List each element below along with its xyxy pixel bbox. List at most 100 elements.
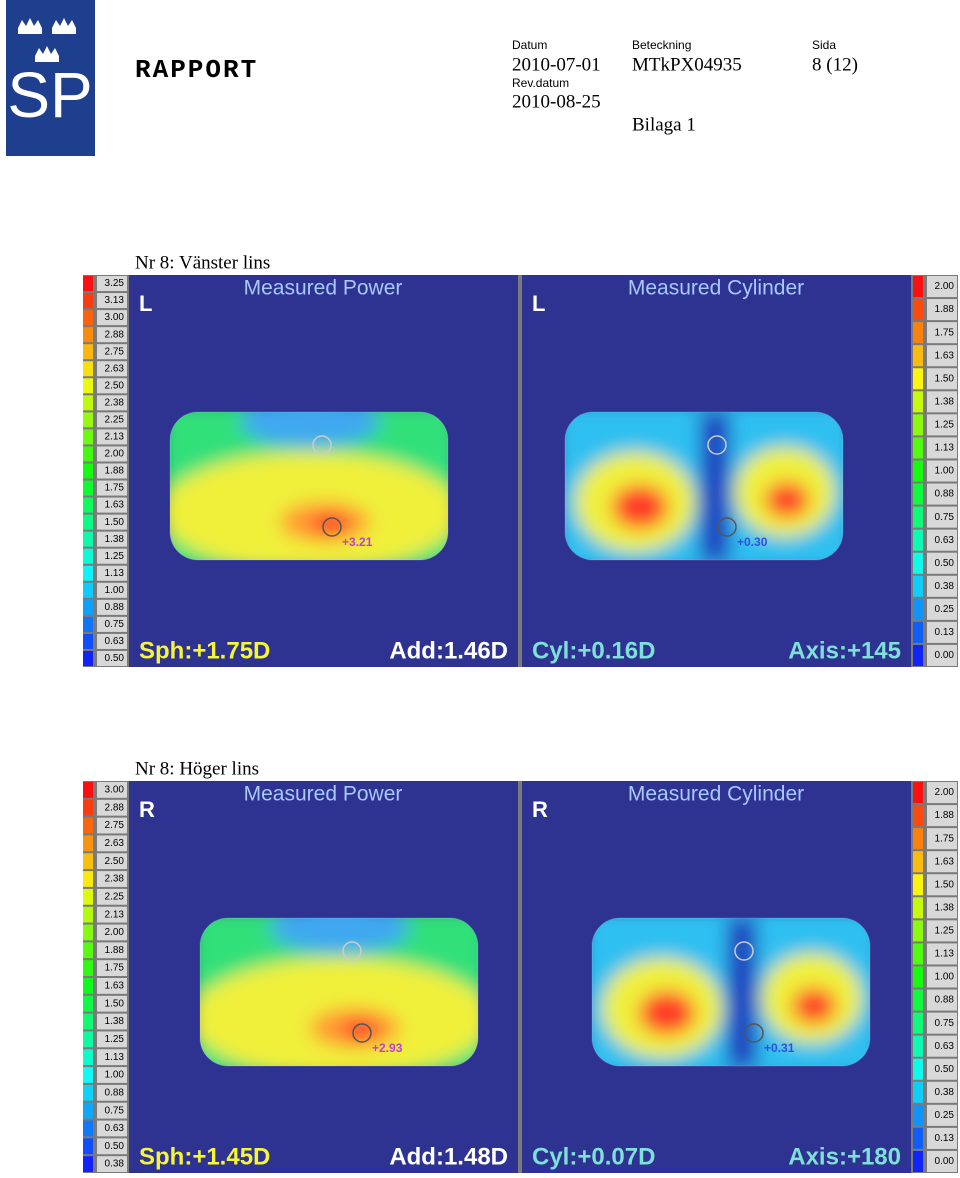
scale-swatch xyxy=(913,529,923,551)
scale-box xyxy=(97,1138,127,1155)
scale-label: 1.50 xyxy=(105,517,125,528)
scale-swatch xyxy=(913,1035,923,1057)
scale-swatch xyxy=(913,299,923,321)
lens-outline xyxy=(591,917,871,1067)
scale-box xyxy=(97,293,127,309)
bilaga: Bilaga 1 xyxy=(632,114,696,135)
scale-label: 2.50 xyxy=(105,380,125,391)
scale-label: 0.88 xyxy=(935,995,955,1006)
scale-swatch xyxy=(83,599,93,615)
scale-swatch xyxy=(83,835,93,852)
scale-box xyxy=(97,633,127,649)
scale-box xyxy=(97,906,127,923)
scale-box xyxy=(97,412,127,428)
scale-swatch xyxy=(83,1138,93,1155)
reference-circle xyxy=(734,941,754,961)
scale-box xyxy=(97,942,127,959)
scale-label: 1.25 xyxy=(935,420,955,431)
scale-label: 0.88 xyxy=(105,1087,125,1098)
zone xyxy=(612,485,668,529)
scale-swatch xyxy=(913,1012,923,1034)
scale-box xyxy=(927,345,957,367)
scale-swatch xyxy=(83,548,93,564)
scale-box xyxy=(927,1104,957,1126)
scale-label: 2.63 xyxy=(105,363,125,374)
scale-swatch xyxy=(83,799,93,816)
left-reading: Cyl:+0.16D xyxy=(532,637,655,664)
scale-swatch xyxy=(83,276,93,292)
datum: 2010-07-01 xyxy=(512,54,601,75)
right-reading: Add:1.48D xyxy=(389,1143,508,1170)
heat-map xyxy=(200,918,478,1066)
scale-swatch xyxy=(913,621,923,643)
scale-swatch xyxy=(913,1127,923,1149)
scale-box xyxy=(97,995,127,1012)
marker-value: +0.31 xyxy=(764,1041,795,1055)
scale-label: 1.75 xyxy=(935,833,955,844)
scale-swatch xyxy=(83,293,93,309)
reference-circle xyxy=(342,941,362,961)
scale-swatch xyxy=(913,276,923,298)
scale-box xyxy=(927,322,957,344)
measure-circle xyxy=(717,517,737,537)
scale-box xyxy=(97,361,127,377)
scale-label: 3.13 xyxy=(105,295,125,306)
scale-label: 2.38 xyxy=(105,874,125,885)
scale-box xyxy=(97,1031,127,1048)
beteckning: MTkPX04935 xyxy=(632,54,742,75)
scale-box xyxy=(97,395,127,411)
zone xyxy=(312,514,348,534)
scale-swatch xyxy=(83,1120,93,1137)
scale-label: 1.75 xyxy=(105,963,125,974)
scale-swatch xyxy=(913,1150,923,1172)
scale-box xyxy=(927,943,957,965)
scale-swatch xyxy=(913,368,923,390)
scale-label: 1.38 xyxy=(935,902,955,913)
eye-label: L xyxy=(532,291,545,316)
scale-box xyxy=(927,506,957,528)
scale-swatch xyxy=(83,327,93,343)
scale-box xyxy=(97,446,127,462)
scale-label: 1.75 xyxy=(935,327,955,338)
scale-label: 1.00 xyxy=(935,466,955,477)
logo-crowns xyxy=(18,18,76,62)
scale-box xyxy=(97,871,127,887)
scale-swatch xyxy=(83,888,93,905)
scale-swatch xyxy=(83,995,93,1012)
scale-label: 1.88 xyxy=(105,945,125,956)
scale-swatch xyxy=(83,497,93,513)
scale-label: 2.88 xyxy=(105,329,125,340)
scale-label: 2.38 xyxy=(105,397,125,408)
scale-label: 0.25 xyxy=(935,1110,955,1121)
zone xyxy=(240,412,380,447)
scale-swatch xyxy=(83,853,93,870)
scale-label: 3.25 xyxy=(105,278,125,289)
panel-title: Measured Cylinder xyxy=(628,783,804,806)
eye-label: L xyxy=(139,291,152,316)
right-reading: Axis:+180 xyxy=(788,1143,901,1170)
zone xyxy=(792,988,836,1024)
scale-swatch xyxy=(913,345,923,367)
scale-swatch xyxy=(83,514,93,530)
scale-label: 2.63 xyxy=(105,838,125,849)
scale-swatch xyxy=(913,874,923,896)
scale-box xyxy=(927,897,957,919)
scale-box xyxy=(927,437,957,459)
scale-swatch xyxy=(913,437,923,459)
scale-label: 2.50 xyxy=(105,856,125,867)
scale-label: 0.00 xyxy=(935,1156,955,1167)
scale-box xyxy=(927,529,957,551)
scale-swatch xyxy=(83,1156,93,1172)
measure-circle xyxy=(322,517,342,537)
scale-label: 1.00 xyxy=(105,585,125,596)
left-reading: Sph:+1.45D xyxy=(139,1143,270,1170)
scale-swatch xyxy=(83,633,93,649)
scale-swatch xyxy=(913,460,923,482)
scale-box xyxy=(97,531,127,547)
scale-box xyxy=(97,1013,127,1030)
scale-box xyxy=(927,276,957,298)
scale-label: 2.00 xyxy=(935,281,955,292)
scale-label: 0.25 xyxy=(935,604,955,615)
scale-box xyxy=(927,1012,957,1034)
